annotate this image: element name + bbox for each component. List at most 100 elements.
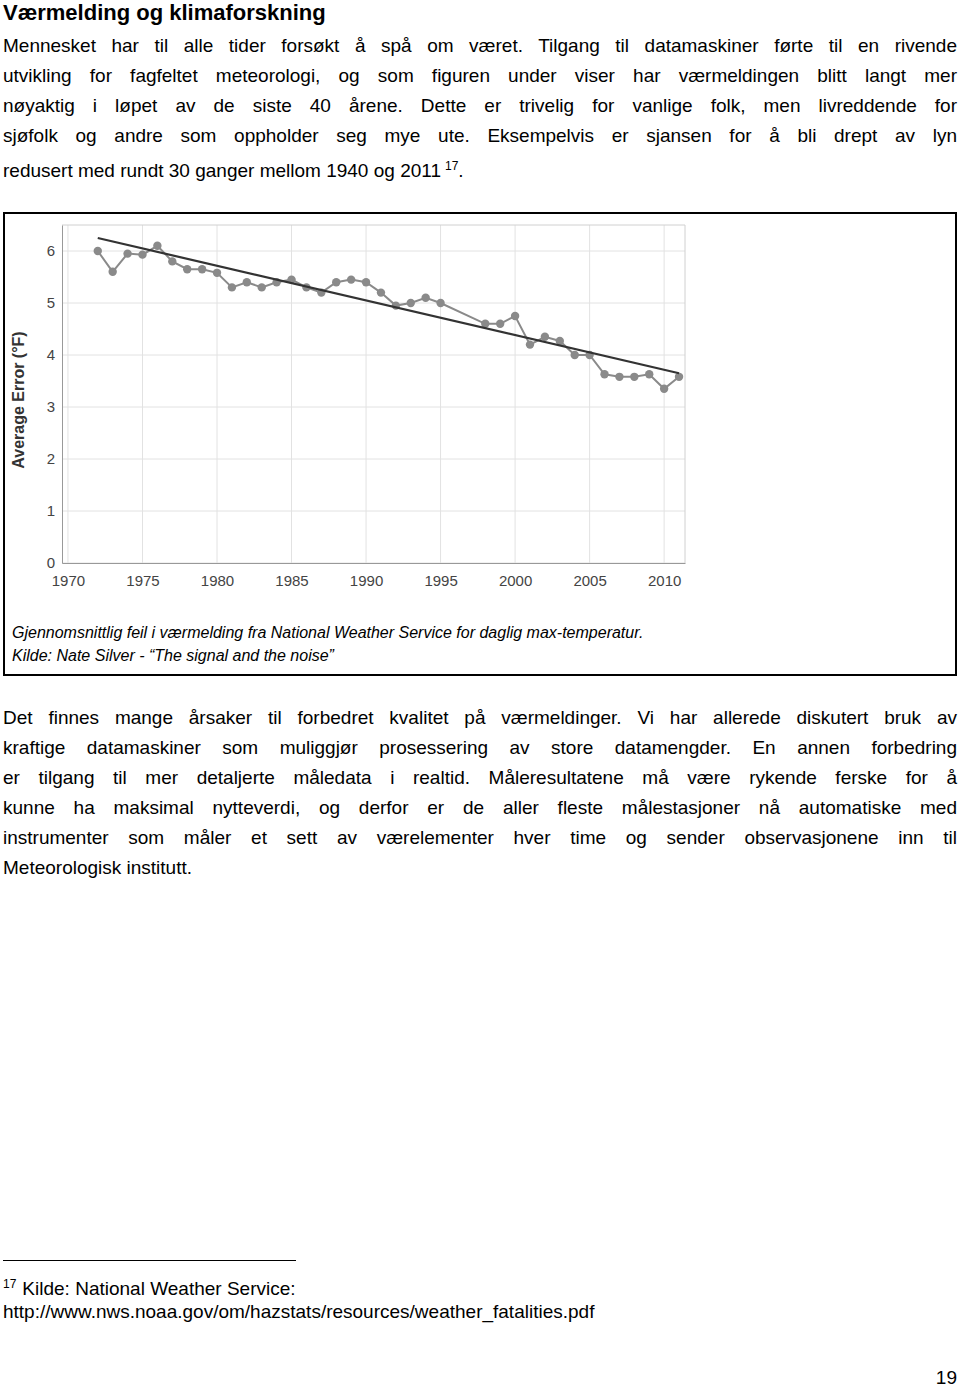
data-point (213, 269, 221, 277)
text-line: instrumenter som måler et sett av værele… (3, 823, 957, 853)
data-point (421, 294, 429, 302)
y-tick-label: 4 (47, 346, 55, 363)
plot-area (94, 238, 684, 393)
text: redusert med rundt 30 ganger mellom 1940… (3, 160, 441, 181)
data-point (94, 247, 102, 255)
grid-line-x (366, 225, 367, 563)
text: . (458, 160, 463, 181)
x-tick: 2010 (648, 563, 681, 589)
data-point (526, 340, 534, 348)
text: instrumenter som måler et sett av værele… (3, 827, 957, 848)
y-axis-line (62, 226, 63, 564)
y-tick: 0 (47, 554, 62, 571)
footnote-text: Kilde: National Weather Service: (22, 1278, 295, 1299)
x-tick-label: 1985 (275, 572, 308, 589)
heading: Værmelding og klimaforskning (3, 0, 326, 26)
grid-line-x (664, 225, 665, 563)
data-point (138, 250, 146, 258)
y-axis: 0 1 2 3 4 5 6 (47, 226, 63, 572)
x-tick: 1990 (350, 563, 383, 589)
plot-background (62, 225, 685, 563)
text-line: kunne ha maksimal nytteverdi, og derfor … (3, 793, 957, 823)
text: Det finnes mange årsaker til forbedret k… (3, 707, 957, 728)
text: kunne ha maksimal nytteverdi, og derfor … (3, 797, 957, 818)
footnote: 17 Kilde: National Weather Service:http:/… (3, 1273, 594, 1323)
data-point (571, 351, 579, 359)
y-tick-label: 3 (47, 398, 55, 415)
text: kraftige datamaskiner som muliggjør pros… (3, 737, 957, 758)
y-tick-label: 0 (47, 554, 55, 571)
data-point (153, 242, 161, 250)
x-tick-label: 2005 (573, 572, 606, 589)
data-line (98, 246, 679, 389)
grid-line-y (62, 563, 685, 564)
data-point (407, 299, 415, 307)
trend-line (98, 238, 679, 373)
data-point (332, 278, 340, 286)
x-tick: 2000 (499, 563, 532, 589)
footnote-text: http://www.nws.noaa.gov/om/hazstats/reso… (3, 1301, 594, 1322)
x-tick-label: 1970 (52, 572, 85, 589)
y-tick: 4 (47, 346, 62, 363)
paragraph: Mennesket har til alle tider forsøkt å s… (3, 31, 957, 181)
data-point (630, 373, 638, 381)
text: sjøfolk og andre som oppholder seg mye u… (3, 125, 957, 146)
x-tick-label: 1995 (424, 572, 457, 589)
y-tick: 2 (47, 450, 62, 467)
x-tick-label: 2010 (648, 572, 681, 589)
grid (62, 225, 685, 563)
footnote-number: 17 (3, 1277, 16, 1291)
text: er tilgang til mer detaljerte måledata i… (3, 767, 957, 788)
y-tick: 3 (47, 398, 62, 415)
data-point (123, 249, 131, 257)
text: utvikling for fagfeltet meteorologi, og … (3, 65, 957, 86)
y-tick-label: 1 (47, 502, 55, 519)
data-point (362, 278, 370, 286)
x-tick-label: 2000 (499, 572, 532, 589)
data-point (660, 385, 668, 393)
paragraph: Det finnes mange årsaker til forbedret k… (3, 703, 957, 883)
footnote-ref: 17 (445, 159, 458, 173)
y-tick: 6 (47, 242, 62, 259)
text-line: er tilgang til mer detaljerte måledata i… (3, 763, 957, 793)
y-tick-label: 5 (47, 294, 55, 311)
data-point (243, 278, 251, 286)
x-tick: 1980 (201, 563, 234, 589)
x-tick: 1975 (126, 563, 159, 589)
x-tick: 1970 (52, 563, 85, 589)
grid-line-y (62, 511, 685, 512)
grid-line-y (62, 407, 685, 408)
data-point (168, 257, 176, 265)
data-point (436, 299, 444, 307)
page-number: 19 (936, 1366, 957, 1387)
source: Kilde: Nate Silver - “The signal and the… (12, 644, 643, 667)
chart: 1970 1975 1980 1985 1990 1995 2000 2005 2010 0 1 2 3… (0, 0, 960, 700)
data-point (108, 268, 116, 276)
y-tick-label: 6 (47, 242, 55, 259)
data-point (541, 333, 549, 341)
caption: Gjennomsnittlig feil i værmelding fra Na… (12, 621, 643, 644)
data-point (183, 265, 191, 273)
data-point (347, 275, 355, 283)
footnote-rule (3, 1260, 296, 1261)
text-line: sjøfolk og andre som oppholder seg mye u… (3, 121, 957, 151)
grid-line-x (515, 225, 516, 563)
data-point (675, 373, 683, 381)
grid-line-x (67, 225, 68, 563)
y-tick-label: 2 (47, 450, 55, 467)
text-line: redusert med rundt 30 ganger mellom 1940… (3, 151, 957, 181)
data-point (615, 373, 623, 381)
text-line: Det finnes mange årsaker til forbedret k… (3, 703, 957, 733)
figure-caption: Gjennomsnittlig feil i værmelding fra Na… (12, 621, 643, 667)
x-tick-label: 1975 (126, 572, 159, 589)
x-tick: 2005 (573, 563, 606, 589)
text-line: kraftige datamaskiner som muliggjør pros… (3, 733, 957, 763)
data-point (600, 370, 608, 378)
text-line: Mennesket har til alle tider forsøkt å s… (3, 31, 957, 61)
footnote-line: http://www.nws.noaa.gov/om/hazstats/reso… (3, 1300, 594, 1323)
text: Meteorologisk institutt. (3, 857, 192, 878)
x-axis: 1970 1975 1980 1985 1990 1995 2000 2005 2010 (52, 563, 686, 589)
x-tick: 1985 (275, 563, 308, 589)
grid-line-y (62, 459, 685, 460)
grid-line-x (440, 225, 441, 563)
